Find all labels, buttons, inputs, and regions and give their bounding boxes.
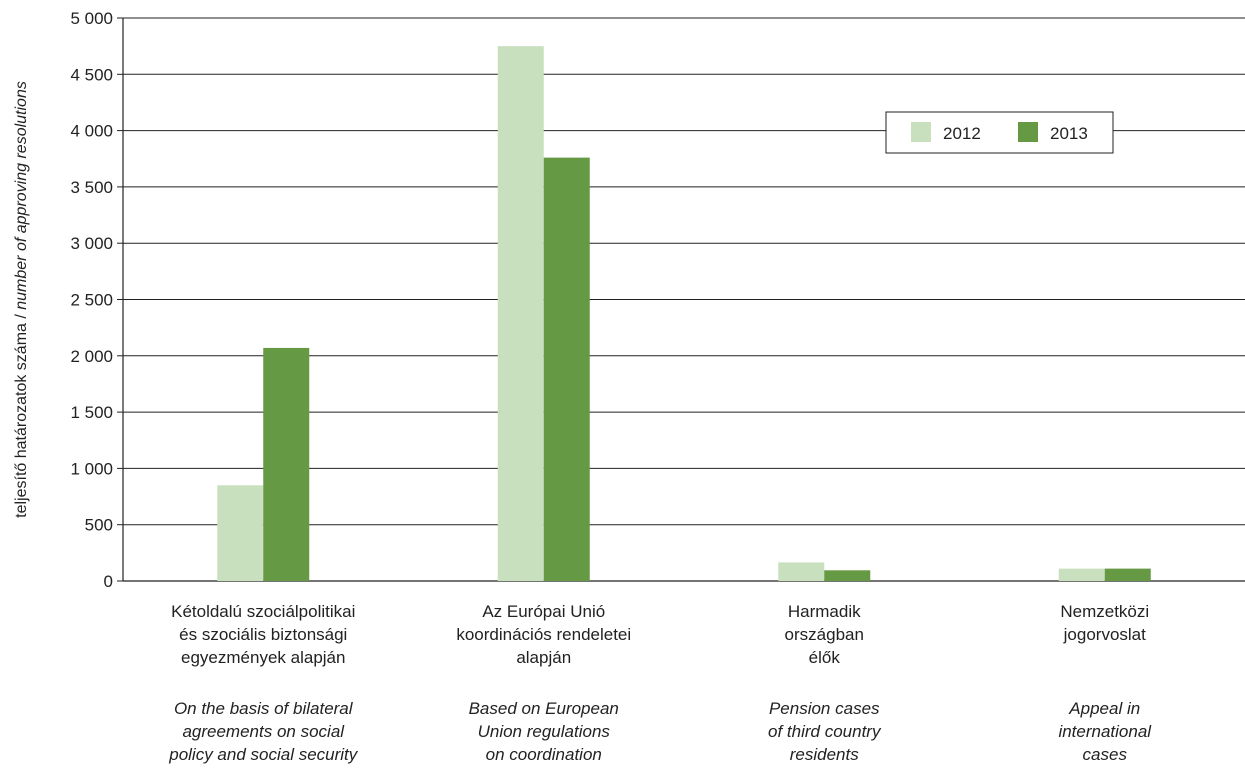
category-label-english: Pension cases (769, 699, 880, 718)
y-tick-label: 3 500 (70, 178, 113, 197)
legend-label-2013: 2013 (1050, 124, 1088, 143)
gridlines (123, 17, 1245, 526)
legend-swatch-2013 (1018, 122, 1038, 142)
category-label: Az Európai Unió (482, 602, 605, 621)
bars (217, 46, 1151, 581)
category-label: egyezmények alapján (181, 648, 345, 667)
y-tick-label: 0 (104, 572, 113, 591)
bar-2012-4 (1058, 568, 1105, 581)
category-label-english: policy and social security (168, 745, 359, 764)
category-label-english: Appeal in (1068, 699, 1140, 718)
category-label: jogorvoslat (1063, 625, 1146, 644)
category-label: és szociális biztonsági (179, 625, 347, 644)
y-tick-label: 4 500 (70, 65, 113, 84)
legend-swatch-2012 (911, 122, 931, 142)
legend: 2012 2013 (885, 111, 1114, 154)
y-tick-label: 500 (85, 516, 113, 535)
y-tick-label: 1 000 (70, 459, 113, 478)
category-label-english: on coordination (486, 745, 602, 764)
y-tick-label: 1 500 (70, 403, 113, 422)
category-label-english: of third country (768, 722, 882, 741)
bar-2013-4 (1104, 568, 1151, 581)
category-label-english: agreements on social (182, 722, 345, 741)
category-label: Harmadik (788, 602, 861, 621)
y-axis-label-english: number of approving resolutions (13, 81, 30, 310)
category-label: Nemzetközi (1060, 602, 1149, 621)
category-label: koordinációs rendeletei (456, 625, 631, 644)
y-axis-label: teljesítő határozatok száma / number of … (13, 81, 30, 518)
category-label-english: On the basis of bilateral (174, 699, 354, 718)
y-tick-label: 2 000 (70, 347, 113, 366)
y-axis-ticks: 0 500 1 000 1 500 2 000 2 500 3 000 3 500 4 000 4… (70, 9, 123, 591)
category-label: Kétoldalú szociálpolitikai (171, 602, 355, 621)
category-label-english: Union regulations (478, 722, 611, 741)
y-tick-label: 2 500 (70, 291, 113, 310)
category-label-english: residents (790, 745, 859, 764)
bar-2013-3 (824, 570, 871, 581)
category-label-english: cases (1083, 745, 1128, 764)
category-label: élők (809, 648, 841, 667)
bar-2012-1 (217, 485, 264, 581)
category-labels: Kétoldalú szociálpolitikai és szociális b… (168, 602, 1152, 764)
legend-label-2012: 2012 (943, 124, 981, 143)
bar-2012-3 (778, 562, 825, 581)
y-tick-label: 5 000 (70, 9, 113, 28)
y-tick-label: 3 000 (70, 234, 113, 253)
bar-2012-2 (497, 46, 544, 581)
bar-2013-2 (543, 157, 590, 581)
category-label: országban (785, 625, 864, 644)
category-label-english: international (1058, 722, 1152, 741)
bar-2013-1 (263, 347, 310, 581)
category-label: alapján (516, 648, 571, 667)
category-label-english: Based on European (469, 699, 619, 718)
y-axis-label-hungarian: teljesítő határozatok száma / (13, 310, 30, 518)
y-tick-label: 4 000 (70, 122, 113, 141)
